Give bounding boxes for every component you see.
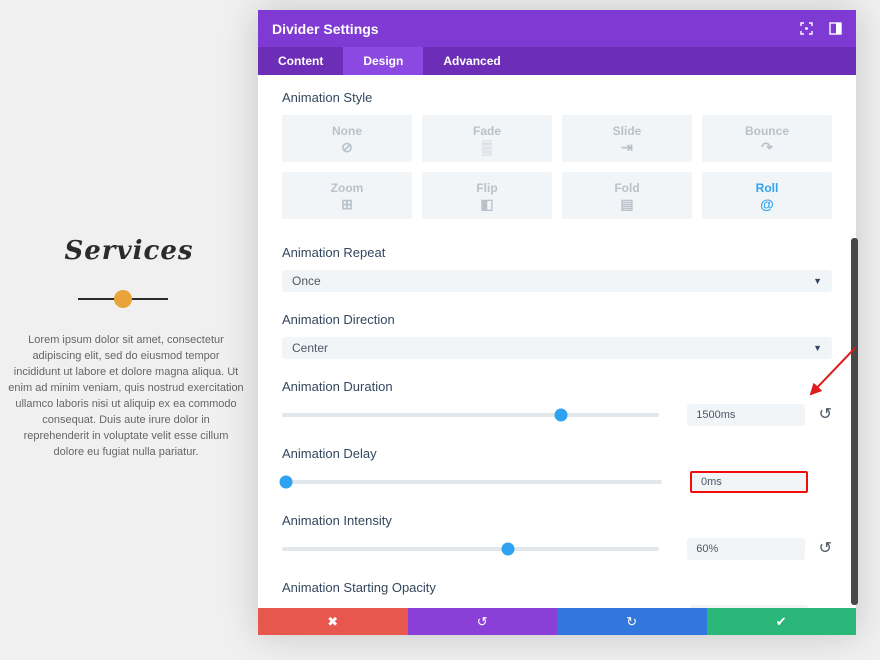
- animation-delay-slider-handle[interactable]: [279, 475, 293, 489]
- style-option-none[interactable]: None ⊘: [282, 115, 412, 162]
- divider-settings-modal: Divider Settings Content Design Advanced…: [258, 10, 858, 635]
- check-icon: ✔: [775, 613, 787, 629]
- animation-intensity-slider-handle[interactable]: [501, 542, 515, 556]
- animation-delay-input[interactable]: 0ms: [690, 471, 808, 493]
- animation-duration-label: Animation Duration: [282, 379, 393, 394]
- animation-starting-opacity-control: Animation Starting Opacity 0%: [282, 580, 832, 608]
- animation-delay-label: Animation Delay: [282, 446, 377, 461]
- style-option-label: Zoom: [330, 180, 364, 195]
- modal-scrollbar[interactable]: [851, 238, 858, 605]
- style-option-label: Slide: [612, 123, 642, 138]
- modal-tab-bar: Content Design Advanced: [258, 47, 856, 75]
- modal-footer: ✖ ↺ ↻ ✔: [258, 608, 856, 635]
- modal-title: Divider Settings: [272, 20, 379, 37]
- style-option-slide[interactable]: Slide ⇥: [562, 115, 692, 162]
- preview-paragraph: Lorem ipsum dolor sit amet, consectetur …: [8, 334, 244, 458]
- animation-starting-opacity-label: Animation Starting Opacity: [282, 580, 436, 595]
- animation-delay-slider[interactable]: [279, 475, 662, 489]
- animation-intensity-label: Animation Intensity: [282, 513, 392, 528]
- animation-duration-control: Animation Duration 1500ms ↺: [282, 379, 832, 426]
- discard-button[interactable]: ✖: [258, 608, 408, 635]
- chevron-down-icon: ▼: [813, 343, 822, 353]
- animation-style-label: Animation Style: [282, 90, 373, 105]
- style-option-label: Flip: [476, 180, 498, 195]
- page-preview: Services Lorem ipsum dolor sit amet, con…: [0, 0, 258, 660]
- fold-icon: ▤: [620, 195, 634, 212]
- animation-direction-control: Animation Direction Center ▼: [282, 312, 832, 359]
- animation-duration-value: 1500ms: [696, 409, 736, 421]
- zoom-icon: ⊞: [341, 195, 353, 212]
- undo-button[interactable]: ↺: [407, 608, 557, 635]
- preview-divider-dot: [114, 290, 132, 308]
- animation-repeat-control: Animation Repeat Once ▼: [282, 245, 832, 292]
- style-option-label: None: [332, 123, 362, 138]
- flip-icon: ◧: [480, 195, 494, 212]
- close-icon: ✖: [327, 613, 339, 629]
- animation-intensity-slider[interactable]: [282, 542, 660, 556]
- style-option-label: Fold: [614, 180, 640, 195]
- style-option-label: Fade: [472, 123, 501, 138]
- redo-icon: ↻: [626, 613, 638, 629]
- style-option-fade[interactable]: Fade ▒: [422, 115, 552, 162]
- tab-design[interactable]: Design: [343, 47, 424, 75]
- style-option-flip[interactable]: Flip ◧: [422, 172, 552, 219]
- style-option-label: Roll: [755, 180, 779, 195]
- animation-direction-select[interactable]: Center ▼: [282, 337, 832, 359]
- roll-icon: @: [760, 195, 774, 212]
- animation-direction-value: Center: [292, 341, 329, 355]
- preview-heading: Services: [64, 236, 194, 266]
- animation-delay-value: 0ms: [701, 476, 722, 488]
- tab-advanced[interactable]: Advanced: [443, 54, 501, 68]
- modal-body: Animation Style None ⊘ Fade ▒ Slide ⇥ Bo…: [258, 75, 856, 608]
- animation-repeat-label: Animation Repeat: [282, 245, 386, 260]
- reset-icon[interactable]: ↺: [818, 540, 832, 557]
- animation-direction-label: Animation Direction: [282, 312, 395, 327]
- modal-header: Divider Settings: [258, 10, 856, 47]
- style-option-bounce[interactable]: Bounce ↷: [702, 115, 832, 162]
- animation-delay-control: Animation Delay 0ms: [279, 446, 832, 493]
- animation-duration-input[interactable]: 1500ms: [687, 404, 805, 426]
- expand-icon[interactable]: [800, 22, 813, 35]
- animation-starting-opacity-input[interactable]: 0%: [690, 605, 808, 608]
- style-option-roll[interactable]: Roll @: [702, 172, 832, 219]
- modal-header-actions: [800, 22, 842, 35]
- animation-intensity-input[interactable]: 60%: [687, 538, 805, 560]
- redo-button[interactable]: ↻: [557, 608, 707, 635]
- reset-icon[interactable]: ↺: [818, 406, 832, 423]
- slide-icon: ⇥: [621, 138, 633, 155]
- undo-icon: ↺: [476, 613, 488, 629]
- snap-panel-icon[interactable]: [829, 22, 842, 35]
- style-option-label: Bounce: [744, 123, 789, 138]
- animation-intensity-control: Animation Intensity 60% ↺: [282, 513, 832, 560]
- animation-duration-slider[interactable]: [282, 408, 660, 422]
- tab-content[interactable]: Content: [278, 54, 324, 68]
- bounce-icon: ↷: [761, 138, 773, 155]
- chevron-down-icon: ▼: [813, 276, 822, 286]
- animation-intensity-value: 60%: [696, 543, 719, 555]
- fade-icon: ▒: [482, 138, 492, 155]
- animation-repeat-value: Once: [292, 274, 321, 288]
- style-option-fold[interactable]: Fold ▤: [562, 172, 692, 219]
- style-option-zoom[interactable]: Zoom ⊞: [282, 172, 412, 219]
- animation-style-grid: None ⊘ Fade ▒ Slide ⇥ Bounce ↷ Zoom ⊞ Fl…: [282, 115, 832, 219]
- save-button[interactable]: ✔: [706, 608, 856, 635]
- animation-repeat-select[interactable]: Once ▼: [282, 270, 832, 292]
- none-icon: ⊘: [341, 138, 353, 155]
- animation-duration-slider-handle[interactable]: [554, 408, 568, 422]
